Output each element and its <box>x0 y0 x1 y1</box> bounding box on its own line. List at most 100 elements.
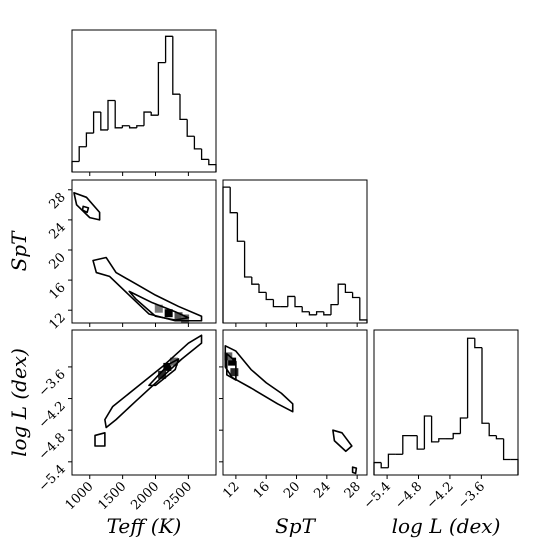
histogram-step <box>272 299 281 308</box>
x-tick-label: 28 <box>342 479 364 501</box>
histogram-step <box>71 160 80 172</box>
histogram-step <box>474 338 482 349</box>
x-tick-label: 1500 <box>95 479 129 513</box>
x-tick-label: 2500 <box>161 479 195 513</box>
histogram-step <box>502 438 511 461</box>
histogram-step <box>186 119 195 137</box>
contour-line <box>224 345 294 413</box>
histogram-step <box>229 187 238 214</box>
y-tick-label: −4.2 <box>36 399 69 432</box>
contour-line <box>332 429 353 453</box>
histogram-step <box>373 461 382 475</box>
histogram-step <box>430 415 439 443</box>
axes-frame <box>71 179 217 324</box>
histogram-step <box>323 311 331 316</box>
contour-line <box>351 466 358 475</box>
histogram-step <box>136 125 144 128</box>
histogram-step <box>222 186 231 323</box>
histogram-step <box>251 277 259 285</box>
contour-line <box>148 358 180 387</box>
contour-line <box>81 205 90 214</box>
histogram-step <box>193 136 202 150</box>
histogram-step <box>172 36 180 95</box>
histogram-step <box>344 284 353 294</box>
y-tick-label: 24 <box>47 220 69 242</box>
density-cell <box>230 368 239 377</box>
histogram-step <box>78 146 87 162</box>
contour-line <box>73 191 101 221</box>
histogram-step <box>438 438 446 442</box>
histogram-step <box>359 297 368 323</box>
density-cell <box>158 370 167 379</box>
x-tick-label: −3.6 <box>455 479 488 512</box>
x-axis-label: Teff (K) <box>107 514 182 538</box>
histogram-step <box>337 283 346 305</box>
histogram-step <box>387 453 396 468</box>
histogram-step <box>258 284 267 294</box>
contour-line <box>225 352 237 381</box>
histogram-step <box>208 159 217 172</box>
x-axis-label: SpT <box>275 514 317 538</box>
histogram-step <box>164 35 173 63</box>
density-cell <box>154 304 163 313</box>
density-cell <box>174 312 183 321</box>
histogram-step <box>114 100 123 129</box>
histogram-step <box>100 112 108 131</box>
histogram-step <box>243 241 252 278</box>
histogram-step <box>107 99 116 130</box>
histogram-step <box>452 432 461 439</box>
histogram-step <box>466 337 475 419</box>
contour-line <box>94 432 106 447</box>
x-tick-label: 1000 <box>63 479 97 513</box>
histogram-step <box>157 61 166 116</box>
axes-frame <box>373 329 519 476</box>
y-tick-label: −3.6 <box>36 367 69 400</box>
histogram-step <box>330 303 339 315</box>
density-cell <box>164 309 173 318</box>
density-cell <box>224 352 233 361</box>
x-tick-label: 2000 <box>128 479 162 513</box>
histogram-step <box>308 311 317 316</box>
axes-frame <box>71 29 217 173</box>
contour-line <box>104 334 203 429</box>
axes-frame <box>222 179 368 324</box>
x-tick-label: 12 <box>220 479 242 501</box>
histogram-step <box>351 292 360 299</box>
histogram-step <box>85 132 94 147</box>
density-cell <box>228 357 237 366</box>
histogram-step <box>402 434 410 455</box>
histogram-step <box>236 212 245 242</box>
contour-line <box>92 256 203 322</box>
y-tick-label: −5.4 <box>36 462 69 495</box>
histogram-step <box>121 125 130 128</box>
histogram-step <box>294 296 303 308</box>
y-axis-label: SpT <box>7 230 31 272</box>
histogram-step <box>301 306 310 313</box>
histogram-step <box>510 458 519 475</box>
y-tick-label: −4.8 <box>36 430 69 463</box>
y-tick-label: 20 <box>47 250 69 272</box>
x-tick-label: 16 <box>251 479 273 501</box>
contour-line <box>128 290 190 321</box>
histogram-step <box>92 111 101 134</box>
x-axis-label: log L (dex) <box>392 514 501 538</box>
histogram-step <box>488 423 497 437</box>
histogram-step <box>416 435 425 450</box>
x-tick-label: 20 <box>281 479 303 501</box>
x-tick-label: −4.2 <box>424 479 457 512</box>
histogram-step <box>287 295 295 307</box>
histogram-step <box>495 435 504 440</box>
y-tick-label: 12 <box>47 310 69 332</box>
histogram-step <box>315 311 324 315</box>
axes-frame <box>71 329 217 476</box>
histogram-step <box>143 111 152 126</box>
x-tick-label: −4.8 <box>392 479 425 512</box>
histogram-step <box>265 292 274 301</box>
histogram-step <box>128 125 137 129</box>
y-axis-label: log L (dex) <box>7 348 31 457</box>
histogram-step <box>179 94 188 121</box>
axes-frame <box>222 329 368 476</box>
histogram-step <box>150 112 159 116</box>
y-tick-label: 28 <box>47 190 69 212</box>
